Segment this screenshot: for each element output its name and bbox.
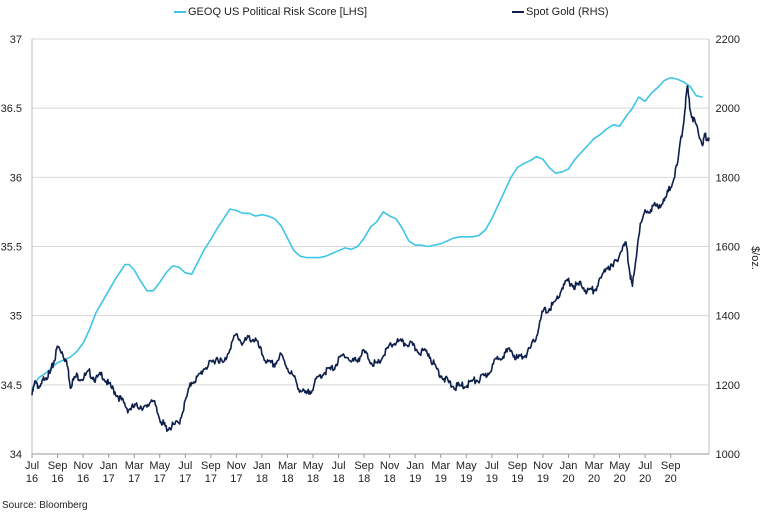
x-tick-label-year: 18: [256, 473, 268, 485]
x-tick-label-month: Sep: [508, 460, 528, 472]
y-left-tick-label: 37: [10, 34, 22, 46]
y-left-tick-label: 36: [10, 172, 22, 184]
x-tick-label-year: 16: [51, 473, 63, 485]
x-tick-label-year: 17: [230, 473, 242, 485]
x-tick-label-month: Jan: [560, 460, 578, 472]
x-tick-label-year: 18: [358, 473, 370, 485]
x-tick-label-month: Mar: [431, 460, 450, 472]
x-tick-label-month: Jul: [332, 460, 346, 472]
x-tick-label-month: May: [303, 460, 324, 472]
x-tick-label-month: Sep: [661, 460, 681, 472]
x-tick-label-year: 20: [639, 473, 651, 485]
y-right-tick-label: 1400: [716, 311, 740, 323]
x-tick-label-year: 19: [511, 473, 523, 485]
x-tick-label-month: Mar: [278, 460, 297, 472]
y-right-tick-label: 2200: [716, 34, 740, 46]
x-tick-label-year: 19: [537, 473, 549, 485]
x-tick-label-month: Nov: [380, 460, 400, 472]
legend-swatch-geoq: [174, 11, 186, 13]
x-tick-label-month: Sep: [201, 460, 221, 472]
x-tick-label-year: 18: [281, 473, 293, 485]
y-left-tick-label: 34: [10, 449, 22, 461]
x-tick-label-year: 17: [154, 473, 166, 485]
y-left-tick-label: 35.5: [1, 242, 22, 254]
x-tick-label-year: 17: [128, 473, 140, 485]
x-tick-label-year: 19: [435, 473, 447, 485]
x-tick-label-year: 20: [562, 473, 574, 485]
x-tick-label-month: Jul: [25, 460, 39, 472]
x-tick-label-year: 18: [307, 473, 319, 485]
y-right-axis-label: $/oz.: [749, 246, 761, 270]
x-tick-label-year: 20: [613, 473, 625, 485]
x-tick-label-year: 18: [332, 473, 344, 485]
x-tick-label-year: 17: [179, 473, 191, 485]
y-right-tick-label: 1800: [716, 172, 740, 184]
x-tick-label-year: 18: [384, 473, 396, 485]
x-tick-label-year: 19: [486, 473, 498, 485]
x-tick-label-month: Jul: [485, 460, 499, 472]
x-tick-label-month: Mar: [585, 460, 604, 472]
y-left-tick-label: 34.5: [1, 380, 22, 392]
x-tick-label-year: 20: [665, 473, 677, 485]
x-tick-label-month: Nov: [73, 460, 93, 472]
legend-item-geoq: GEOQ US Political Risk Score [LHS]: [174, 6, 367, 18]
x-tick-label-year: 16: [26, 473, 38, 485]
source-note: Source: Bloomberg: [2, 500, 88, 511]
legend-label-gold: Spot Gold (RHS): [526, 6, 609, 18]
x-tick-label-month: Nov: [227, 460, 247, 472]
x-tick-label-month: May: [456, 460, 477, 472]
x-tick-label-month: Sep: [48, 460, 68, 472]
x-tick-label-month: May: [609, 460, 630, 472]
x-tick-label-month: Jan: [406, 460, 424, 472]
legend-item-gold: Spot Gold (RHS): [512, 6, 609, 18]
x-tick-label-month: Jul: [638, 460, 652, 472]
y-right-tick-label: 1000: [716, 449, 740, 461]
y-right-tick-label: 1600: [716, 242, 740, 254]
legend-label-geoq: GEOQ US Political Risk Score [LHS]: [188, 6, 368, 18]
x-tick-label-year: 16: [77, 473, 89, 485]
y-left-tick-label: 35: [10, 311, 22, 323]
x-tick-label-month: Jan: [100, 460, 118, 472]
y-right-tick-label: 1200: [716, 380, 740, 392]
y-right-tick-label: 2000: [716, 103, 740, 115]
x-tick-label-year: 20: [588, 473, 600, 485]
x-tick-label-month: Jul: [178, 460, 192, 472]
x-tick-label-month: Sep: [354, 460, 374, 472]
x-tick-label-year: 17: [103, 473, 115, 485]
series-line-gold: [31, 85, 710, 433]
y-left-tick-label: 36.5: [1, 103, 22, 115]
series-line-geoq: [31, 76, 703, 390]
x-tick-label-year: 19: [409, 473, 421, 485]
x-tick-label-year: 19: [460, 473, 472, 485]
x-tick-label-month: Jan: [253, 460, 271, 472]
legend-swatch-gold: [512, 11, 524, 13]
x-tick-label-month: Mar: [125, 460, 144, 472]
x-tick-label-month: Nov: [533, 460, 553, 472]
x-tick-label-year: 17: [205, 473, 217, 485]
x-tick-label-month: May: [149, 460, 170, 472]
